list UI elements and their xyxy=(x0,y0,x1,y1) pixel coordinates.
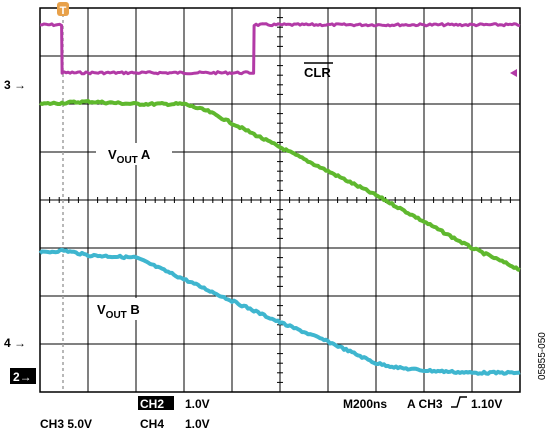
waveform-traces xyxy=(38,22,521,376)
trigger-source: A CH3 xyxy=(407,397,443,411)
vout-b-label: VOUT B xyxy=(97,302,140,321)
graticule-grid xyxy=(39,7,521,393)
ch2-scale: 1.0V xyxy=(185,397,210,411)
rising-edge-icon xyxy=(451,396,467,408)
trigger-marker: T xyxy=(57,2,69,17)
vout-a-main: V xyxy=(108,147,117,162)
ch3-clr-trace xyxy=(39,22,521,76)
ch2-label-box xyxy=(138,396,174,410)
vout-b-annotation: VOUT B xyxy=(94,298,172,321)
vout-a-label: VOUT A xyxy=(108,147,151,166)
figure-id: 05855-050 xyxy=(537,332,548,380)
ch2-marker: 2→ xyxy=(13,370,32,384)
ch4-scale: 1.0V xyxy=(185,417,210,431)
channel-markers: 3 → 4 → 2→ xyxy=(4,78,36,384)
trigger-level: 1.10V xyxy=(471,397,502,411)
ch4-label: CH4 xyxy=(140,417,164,431)
timebase: M200ns xyxy=(343,397,387,411)
ch3-right-arrow xyxy=(510,69,517,77)
ch3-scale: CH3 5.0V xyxy=(40,417,92,431)
ch2-label: CH2 xyxy=(140,397,164,411)
ch4-marker: 4 → xyxy=(4,336,26,350)
ch3-marker: 3 → xyxy=(4,78,26,92)
vout-b-label-bg xyxy=(94,298,172,320)
clr-label: CLR xyxy=(304,65,331,80)
clr-annotation: CLR xyxy=(304,62,333,80)
vout-b-sub: OUT xyxy=(106,310,127,321)
footer-readout: CH2 1.0V CH3 5.0V CH4 1.0V M200ns A CH3 … xyxy=(40,396,502,431)
vout-a-trace xyxy=(39,98,521,272)
vout-a-annotation: VOUT A xyxy=(96,143,172,166)
right-edge-marker xyxy=(510,69,517,77)
vout-a-sub: OUT xyxy=(117,155,138,166)
vout-a-label-bg xyxy=(96,143,172,165)
vout-b-tail: B xyxy=(127,302,140,317)
ch2-marker-box xyxy=(10,368,36,384)
vout-b-trace xyxy=(38,247,521,376)
vout-b-main: V xyxy=(97,302,106,317)
trigger-marker-label: T xyxy=(60,5,67,17)
trigger-marker-box xyxy=(57,2,69,16)
vout-a-tail: A xyxy=(138,147,151,162)
